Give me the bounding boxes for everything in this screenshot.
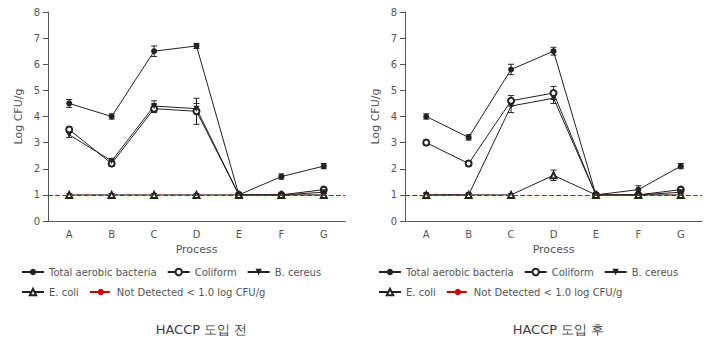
svg-text:HACCP 도입 후: HACCP 도입 후 bbox=[513, 322, 605, 337]
svg-text:HACCP 도입 전: HACCP 도입 전 bbox=[156, 322, 248, 337]
svg-text:D: D bbox=[550, 229, 558, 240]
svg-text:A: A bbox=[66, 229, 73, 240]
svg-text:G: G bbox=[677, 229, 685, 240]
svg-text:7: 7 bbox=[34, 33, 40, 44]
svg-text:5: 5 bbox=[34, 85, 40, 96]
svg-text:C: C bbox=[151, 229, 158, 240]
svg-text:4: 4 bbox=[391, 111, 397, 122]
svg-text:A: A bbox=[423, 229, 430, 240]
svg-text:E: E bbox=[593, 229, 599, 240]
svg-text:Process: Process bbox=[176, 243, 218, 256]
svg-text:Log CFU/g: Log CFU/g bbox=[12, 89, 25, 145]
svg-text:8: 8 bbox=[34, 7, 40, 18]
svg-text:Coliform: Coliform bbox=[195, 267, 237, 278]
svg-text:B. cereus: B. cereus bbox=[275, 267, 321, 278]
svg-text:G: G bbox=[320, 229, 328, 240]
svg-text:5: 5 bbox=[391, 85, 397, 96]
svg-text:Coliform: Coliform bbox=[552, 267, 594, 278]
svg-text:6: 6 bbox=[34, 59, 40, 70]
svg-text:1: 1 bbox=[391, 189, 397, 200]
svg-text:E. coli: E. coli bbox=[49, 287, 79, 298]
svg-text:Total aerobic bacteria: Total aerobic bacteria bbox=[48, 267, 157, 278]
svg-text:F: F bbox=[278, 229, 284, 240]
svg-text:D: D bbox=[193, 229, 201, 240]
svg-text:C: C bbox=[508, 229, 515, 240]
svg-text:B: B bbox=[465, 229, 472, 240]
svg-text:Total aerobic bacteria: Total aerobic bacteria bbox=[405, 267, 514, 278]
svg-text:6: 6 bbox=[391, 59, 397, 70]
svg-text:3: 3 bbox=[391, 137, 397, 148]
svg-text:Not Detected < 1.0 log CFU/g: Not Detected < 1.0 log CFU/g bbox=[117, 287, 266, 298]
svg-text:Log CFU/g: Log CFU/g bbox=[369, 89, 382, 145]
svg-text:2: 2 bbox=[34, 163, 40, 174]
svg-text:E: E bbox=[236, 229, 242, 240]
svg-text:0: 0 bbox=[34, 216, 40, 227]
svg-text:F: F bbox=[635, 229, 641, 240]
svg-text:Process: Process bbox=[533, 243, 575, 256]
svg-text:E. coli: E. coli bbox=[406, 287, 436, 298]
svg-text:7: 7 bbox=[391, 33, 397, 44]
svg-text:1: 1 bbox=[34, 189, 40, 200]
svg-text:8: 8 bbox=[391, 7, 397, 18]
svg-text:2: 2 bbox=[391, 163, 397, 174]
svg-text:3: 3 bbox=[34, 137, 40, 148]
svg-text:B. cereus: B. cereus bbox=[632, 267, 678, 278]
svg-text:0: 0 bbox=[391, 216, 397, 227]
svg-text:4: 4 bbox=[34, 111, 40, 122]
svg-text:Not Detected < 1.0 log CFU/g: Not Detected < 1.0 log CFU/g bbox=[474, 287, 623, 298]
svg-text:B: B bbox=[108, 229, 115, 240]
